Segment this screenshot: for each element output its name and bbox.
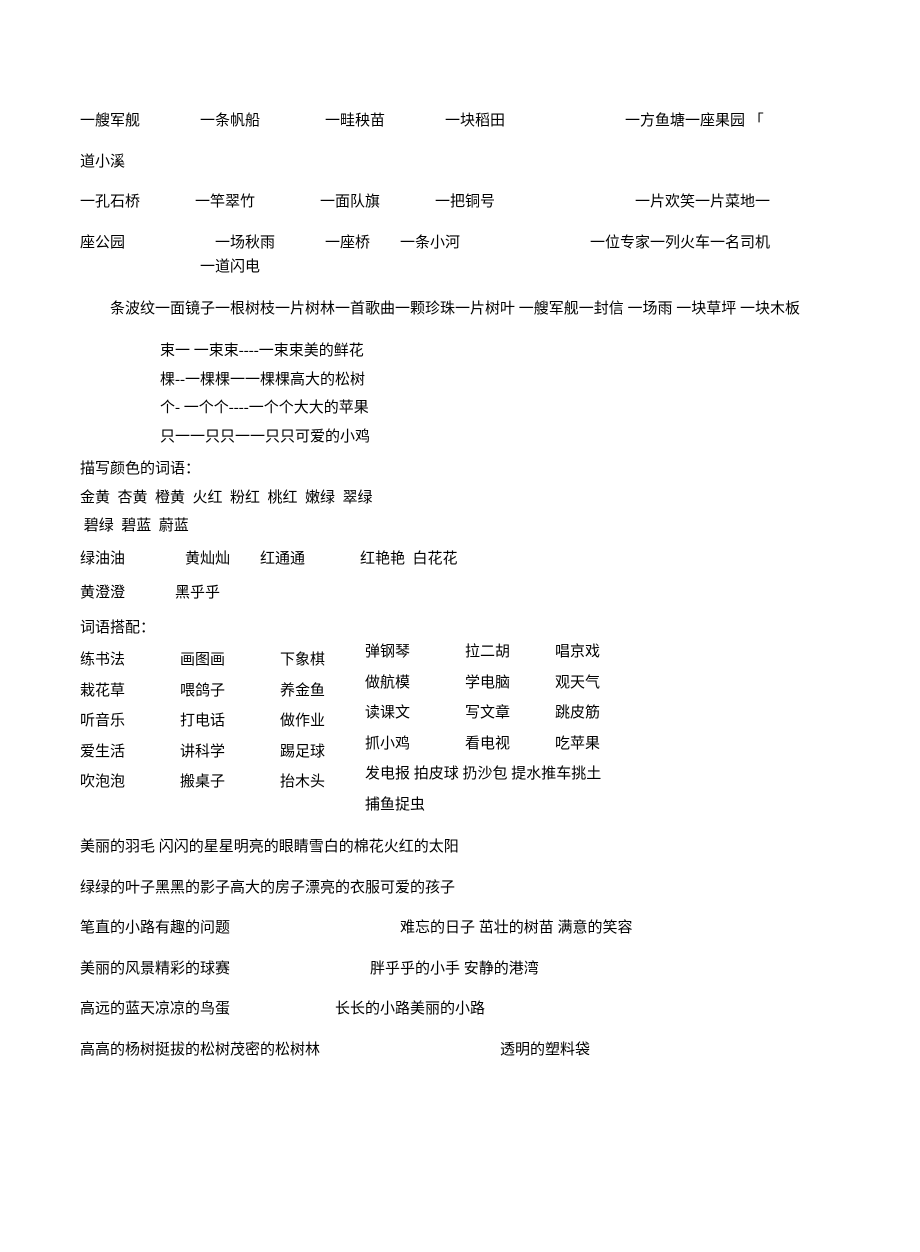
cell: 练书法 <box>80 649 180 672</box>
phrase-line: 绿绿的叶子黑黑的影子高大的房子漂亮的衣服可爱的孩子 <box>80 877 840 900</box>
phrase-right: 长长的小路美丽的小路 <box>335 998 485 1021</box>
cell: 抓小鸡 <box>365 733 465 756</box>
classifier-row-1: 一艘军舰 一条帆船 一畦秧苗 一块稻田 一方鱼塘一座果园 「 <box>80 110 840 133</box>
cell: 听音乐 <box>80 710 180 733</box>
cell: 做作业 <box>280 710 365 733</box>
cell: 学电脑 <box>465 672 555 695</box>
color-line1: 金黄 杏黄 橙黄 火红 粉红 桃红 嫩绿 翠绿 <box>80 487 840 510</box>
collocation-row: 抓小鸡 看电视 吃苹果 <box>365 733 601 756</box>
classifier-row-1b: 道小溪 <box>80 151 840 174</box>
collocation-row: 发电报 拍皮球 扔沙包 提水推车挑土 <box>365 763 601 786</box>
cell: 一方鱼塘一座果园 「 <box>625 110 764 133</box>
cell: 弹钢琴 <box>365 641 465 664</box>
cell: 一座桥 <box>325 232 400 255</box>
cell: 跳皮筋 <box>555 702 600 725</box>
collocation-grid: 练书法 画图画 下象棋 栽花草 喂鸽子 养金鱼 听音乐 打电话 做作业 爱生活 … <box>80 649 840 824</box>
pattern-line: 个- 一个个----一个个大大的苹果 <box>80 397 840 420</box>
pattern-line: 只一一只只一一只只可爱的小鸡 <box>80 426 840 449</box>
pattern-line: 棵--一棵棵一一棵棵高大的松树 <box>80 369 840 392</box>
phrase-right: 难忘的日子 茁壮的树苗 满意的笑容 <box>400 917 633 940</box>
cell: 一片欢笑一片菜地一 <box>635 191 770 214</box>
cell: 看电视 <box>465 733 555 756</box>
collocation-title: 词语搭配： <box>80 617 840 640</box>
cell: 一把铜号 <box>435 191 635 214</box>
cell: 一条小河 <box>400 232 590 255</box>
cell: 做航模 <box>365 672 465 695</box>
collocation-row: 栽花草 喂鸽子 养金鱼 <box>80 680 365 703</box>
phrase-right: 胖乎乎的小手 安静的港湾 <box>370 958 539 981</box>
phrase-left: 高高的杨树挺拔的松树茂密的松树林 <box>80 1039 500 1062</box>
cell: 黑乎乎 <box>175 582 220 605</box>
cell: 一竿翠竹 <box>195 191 320 214</box>
collocation-row: 听音乐 打电话 做作业 <box>80 710 365 733</box>
cell: 一艘军舰 <box>80 110 200 133</box>
cell: 捕鱼捉虫 <box>365 794 425 817</box>
cell: 一场秋雨 <box>215 232 325 255</box>
phrase-line: 美丽的羽毛 闪闪的星星明亮的眼睛雪白的棉花火红的太阳 <box>80 836 840 859</box>
phrase-line: 高高的杨树挺拔的松树茂密的松树林 透明的塑料袋 <box>80 1039 840 1062</box>
color-row-1: 绿油油 黄灿灿 红通通 红艳艳 白花花 <box>80 548 840 571</box>
collocation-row: 吹泡泡 搬桌子 抬木头 <box>80 771 365 794</box>
cell: 读课文 <box>365 702 465 725</box>
cell: 座公园 <box>80 232 215 255</box>
cell: 唱京戏 <box>555 641 600 664</box>
cell: 一畦秧苗 <box>325 110 445 133</box>
phrase-left: 高远的蓝天凉凉的鸟蛋 <box>80 998 335 1021</box>
cell: 拉二胡 <box>465 641 555 664</box>
collocation-row: 做航模 学电脑 观天气 <box>365 672 601 695</box>
phrase-left: 笔直的小路有趣的问题 <box>80 917 400 940</box>
collocation-row: 练书法 画图画 下象棋 <box>80 649 365 672</box>
phrase-line: 美丽的风景精彩的球赛 胖乎乎的小手 安静的港湾 <box>80 958 840 981</box>
cell: 爱生活 <box>80 741 180 764</box>
cell: 踢足球 <box>280 741 365 764</box>
classifier-row-3b: 一道闪电 <box>80 256 840 279</box>
collocation-row: 爱生活 讲科学 踢足球 <box>80 741 365 764</box>
cell: 一面队旗 <box>320 191 435 214</box>
collocation-row: 捕鱼捉虫 <box>365 794 601 817</box>
cell: 养金鱼 <box>280 680 365 703</box>
cell: 发电报 拍皮球 扔沙包 提水推车挑土 <box>365 763 601 786</box>
classifier-row-2: 一孔石桥 一竿翠竹 一面队旗 一把铜号 一片欢笑一片菜地一 <box>80 191 840 214</box>
cell: 下象棋 <box>280 649 365 672</box>
cell: 黄灿灿 <box>185 548 230 571</box>
cell: 吃苹果 <box>555 733 600 756</box>
collocation-left-col: 练书法 画图画 下象棋 栽花草 喂鸽子 养金鱼 听音乐 打电话 做作业 爱生活 … <box>80 649 365 824</box>
cell: 黄澄澄 <box>80 582 125 605</box>
cell: 一条帆船 <box>200 110 325 133</box>
cell: 吹泡泡 <box>80 771 180 794</box>
cell: 打电话 <box>180 710 280 733</box>
cell: 搬桌子 <box>180 771 280 794</box>
cell: 讲科学 <box>180 741 280 764</box>
classifier-para: 条波纹一面镜子一根树枝一片树林一首歌曲一颗珍珠一片树叶 一艘军舰一封信 一场雨 … <box>80 297 840 323</box>
cell: 红通通 <box>260 548 305 571</box>
cell: 抬木头 <box>280 771 365 794</box>
classifier-row-3: 座公园 一场秋雨 一座桥 一条小河 一位专家一列火车一名司机 <box>80 232 840 255</box>
collocation-row: 读课文 写文章 跳皮筋 <box>365 702 601 725</box>
collocation-right-col: 弹钢琴 拉二胡 唱京戏 做航模 学电脑 观天气 读课文 写文章 跳皮筋 抓小鸡 … <box>365 641 601 824</box>
cell: 写文章 <box>465 702 555 725</box>
cell: 一位专家一列火车一名司机 <box>590 232 770 255</box>
cell: 画图画 <box>180 649 280 672</box>
cell: 一块稻田 <box>445 110 625 133</box>
cell: 喂鸽子 <box>180 680 280 703</box>
phrase-line: 高远的蓝天凉凉的鸟蛋 长长的小路美丽的小路 <box>80 998 840 1021</box>
collocation-row: 弹钢琴 拉二胡 唱京戏 <box>365 641 601 664</box>
color-title: 描写颜色的词语： <box>80 458 840 481</box>
phrase-right: 透明的塑料袋 <box>500 1039 590 1062</box>
phrase-left: 美丽的风景精彩的球赛 <box>80 958 370 981</box>
cell: 绿油油 <box>80 548 125 571</box>
color-line2: 碧绿 碧蓝 蔚蓝 <box>80 515 840 538</box>
cell: 栽花草 <box>80 680 180 703</box>
cell: 观天气 <box>555 672 600 695</box>
pattern-line: 束一 一束束----一束束美的鲜花 <box>80 340 840 363</box>
color-row-2: 黄澄澄 黑乎乎 <box>80 582 840 605</box>
phrase-line: 笔直的小路有趣的问题 难忘的日子 茁壮的树苗 满意的笑容 <box>80 917 840 940</box>
cell: 红艳艳 白花花 <box>360 548 458 571</box>
cell: 一孔石桥 <box>80 191 195 214</box>
